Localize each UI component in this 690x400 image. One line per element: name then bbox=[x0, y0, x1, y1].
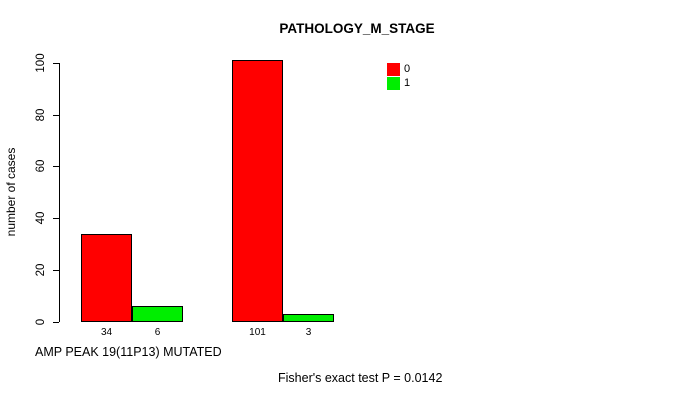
stats-footer: Fisher's exact test P = 0.0142 bbox=[278, 371, 443, 385]
y-axis-tick bbox=[53, 321, 59, 323]
x-axis-title: AMP PEAK 19(11P13) MUTATED bbox=[35, 345, 222, 359]
chart-title: PATHOLOGY_M_STAGE bbox=[279, 21, 435, 36]
legend-swatch-1 bbox=[387, 76, 400, 90]
bar-0-group2 bbox=[232, 60, 283, 323]
y-axis-tick bbox=[53, 218, 59, 220]
y-axis-tick bbox=[53, 166, 59, 168]
bar-1-group2 bbox=[283, 313, 334, 323]
y-axis-tick bbox=[53, 114, 59, 116]
bar-0-group1 bbox=[81, 233, 132, 323]
bar-count-label: 3 bbox=[305, 327, 312, 338]
y-axis-title: number of cases bbox=[4, 147, 18, 237]
legend-label-1: 1 bbox=[404, 76, 411, 89]
y-axis-line bbox=[59, 62, 60, 323]
y-axis-tick-label: 0 bbox=[35, 318, 47, 325]
y-axis-tick bbox=[53, 269, 59, 271]
y-axis-tick-label: 60 bbox=[35, 159, 47, 173]
y-axis-tick-label: 80 bbox=[35, 108, 47, 121]
legend-swatch-0 bbox=[387, 63, 400, 76]
bar-1-group1 bbox=[132, 305, 183, 323]
y-axis-tick-label: 40 bbox=[35, 211, 47, 225]
legend-label-0: 0 bbox=[404, 63, 411, 75]
bar-count-label: 34 bbox=[100, 327, 113, 338]
y-axis-tick-label: 100 bbox=[35, 53, 47, 73]
bar-count-label: 101 bbox=[249, 327, 266, 338]
bar-count-label: 6 bbox=[154, 327, 161, 338]
y-axis-tick-label: 20 bbox=[35, 263, 47, 277]
y-axis-tick bbox=[53, 62, 59, 64]
